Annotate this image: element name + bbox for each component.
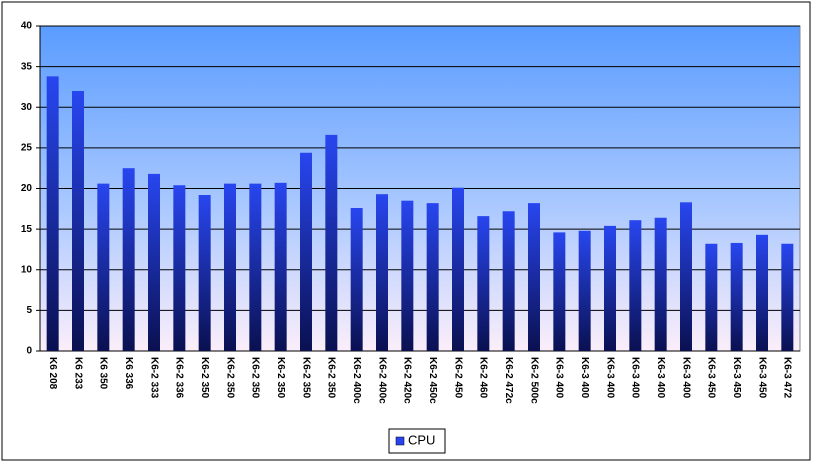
bar	[401, 200, 414, 351]
bar	[300, 152, 312, 351]
x-tick-label: K6-3 450	[756, 357, 767, 399]
bar	[97, 183, 110, 351]
bar	[604, 225, 616, 351]
x-tick-label: K6-2 350	[300, 357, 311, 399]
bar	[198, 195, 211, 351]
bar	[730, 242, 743, 351]
legend: CPU	[388, 428, 446, 454]
y-tick-label: 0	[26, 346, 32, 357]
bar	[781, 243, 794, 351]
x-tick-label: K6-3 400	[680, 357, 691, 399]
x-tick-label: K6-3 400	[604, 357, 615, 399]
x-tick-label: K6-2 400c	[376, 357, 387, 404]
x-tick-label: K6-2 472c	[503, 357, 514, 404]
bar	[756, 234, 768, 351]
x-tick-label: K6 336	[123, 357, 134, 390]
bar	[502, 211, 515, 351]
x-tick-label: K6-3 400	[554, 357, 565, 399]
bar	[122, 168, 135, 351]
x-tick-label: K6-2 450	[452, 357, 463, 399]
bar	[578, 230, 591, 351]
bar	[72, 91, 84, 351]
x-tick-label: K6-2 336	[174, 357, 185, 399]
x-tick-label: K6-2 420c	[402, 357, 413, 404]
bar	[249, 183, 262, 351]
bar	[705, 243, 718, 351]
x-tick-label: K6 208	[47, 357, 58, 390]
x-tick-label: K6-3 450	[731, 357, 742, 399]
x-tick-label: K6-2 350	[250, 357, 261, 399]
x-tick-label: K6-3 400	[579, 357, 590, 399]
y-tick-label: 40	[21, 21, 33, 32]
bar	[553, 232, 566, 351]
x-tick-label: K6-2 350	[275, 357, 286, 399]
bar	[224, 183, 236, 351]
bar	[274, 182, 287, 351]
y-tick-label: 25	[21, 143, 33, 154]
x-tick-label: K6 350	[98, 357, 109, 390]
bar	[654, 217, 667, 351]
y-tick-label: 5	[26, 305, 32, 316]
x-tick-label: K6-3 400	[655, 357, 666, 399]
legend-label: CPU	[408, 432, 435, 447]
bar	[350, 208, 363, 351]
bar	[629, 220, 642, 351]
bar	[376, 194, 388, 351]
bar	[452, 187, 464, 351]
x-tick-label: K6-2 400c	[351, 357, 362, 404]
bar	[528, 203, 540, 351]
y-tick-label: 10	[21, 264, 33, 275]
x-tick-label: K6-3 450	[706, 357, 717, 399]
x-tick-label: K6-2 333	[148, 357, 159, 399]
y-tick-label: 35	[21, 61, 33, 72]
bar	[680, 202, 692, 351]
bar	[46, 76, 59, 351]
x-tick-label: K6-2 350	[199, 357, 210, 399]
x-tick-label: K6-2 500c	[528, 357, 539, 404]
x-tick-label: K6-2 350	[224, 357, 235, 399]
x-tick-label: K6 233	[72, 357, 83, 390]
legend-swatch	[395, 436, 405, 446]
x-tick-label: K6-2 450c	[427, 357, 438, 404]
y-tick-label: 15	[21, 224, 33, 235]
bar	[477, 216, 490, 351]
bar	[173, 185, 186, 351]
x-tick-label: K6-2 350	[326, 357, 337, 399]
x-tick-label: K6-2 460	[478, 357, 489, 399]
x-tick-label: K6-3 400	[630, 357, 641, 399]
y-tick-label: 30	[21, 102, 33, 113]
bar	[426, 203, 439, 351]
x-tick-label: K6-3 472	[782, 357, 793, 399]
bar	[148, 173, 160, 351]
bar	[325, 134, 338, 351]
y-tick-label: 20	[21, 183, 33, 194]
